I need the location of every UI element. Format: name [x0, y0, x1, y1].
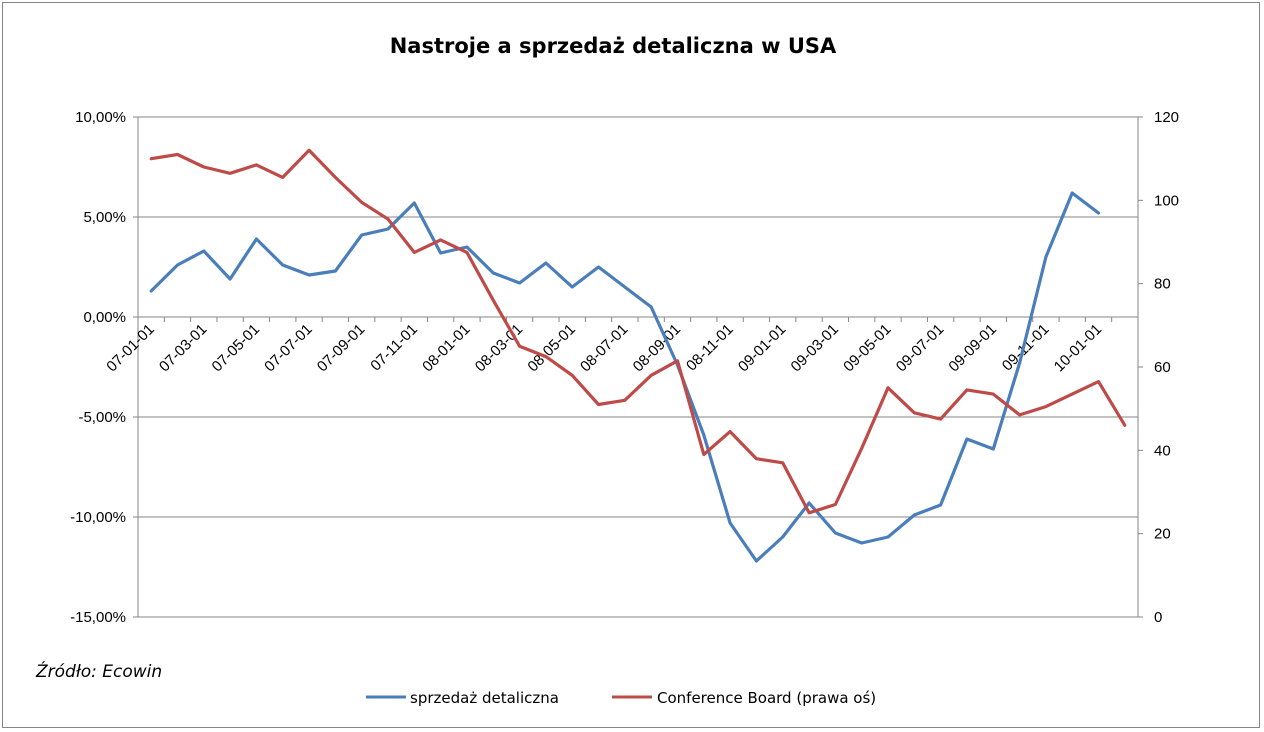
legend: sprzedaż detaliczna Conference Board (pr… — [366, 689, 876, 707]
x-tick-label: 08-05-01 — [524, 321, 578, 375]
x-tick-label: 08-11-01 — [683, 321, 737, 375]
x-tick-label: 09-03-01 — [788, 321, 842, 375]
left-tick-label: 5,00% — [83, 209, 126, 226]
left-y-axis: -15,00% -10,00% -5,00% 0,00% 5,00% 10,00% — [70, 109, 138, 626]
legend-label-retail: sprzedaż detaliczna — [410, 689, 559, 707]
series-line-conference-board — [149, 148, 1127, 515]
x-tick-label: 10-01-01 — [1051, 321, 1105, 375]
left-tick-label: 10,00% — [75, 109, 126, 126]
x-tick-label: 07-03-01 — [156, 321, 210, 375]
right-y-axis: 0 20 40 60 80 100 120 — [1138, 109, 1179, 626]
x-tick-label: 09-05-01 — [840, 321, 894, 375]
x-tick-label: 08-07-01 — [577, 321, 631, 375]
x-tick-label: 07-07-01 — [261, 321, 315, 375]
x-tick-label: 08-03-01 — [472, 321, 526, 375]
left-tick-label: -5,00% — [78, 409, 126, 426]
right-tick-label: 60 — [1154, 359, 1171, 376]
x-axis: 07-01-0107-03-0107-05-0107-07-0107-09-01… — [103, 317, 1139, 375]
series-lines — [149, 148, 1127, 563]
right-tick-label: 20 — [1154, 526, 1171, 543]
x-tick-label: 07-09-01 — [314, 321, 368, 375]
legend-label-confboard: Conference Board (prawa oś) — [657, 689, 876, 707]
x-tick-label: 09-01-01 — [735, 321, 789, 375]
left-tick-label: 0,00% — [83, 309, 126, 326]
x-tick-label: 08-01-01 — [419, 321, 473, 375]
right-tick-label: 120 — [1154, 109, 1179, 126]
x-tick-label: 07-05-01 — [209, 321, 263, 375]
right-tick-label: 0 — [1154, 609, 1162, 626]
x-tick-label: 07-11-01 — [367, 321, 421, 375]
x-tick-label: 08-09-01 — [630, 321, 684, 375]
x-tick-label: 09-07-01 — [893, 321, 947, 375]
x-tick-label: 09-11-01 — [999, 321, 1053, 375]
right-tick-label: 100 — [1154, 192, 1179, 209]
right-tick-label: 80 — [1154, 276, 1171, 293]
series-line-retail-sales — [149, 191, 1101, 563]
left-tick-label: -15,00% — [70, 609, 126, 626]
right-tick-label: 40 — [1154, 442, 1171, 459]
chart-title: Nastroje a sprzedaż detaliczna w USA — [389, 34, 837, 58]
x-tick-label: 07-01-01 — [103, 321, 157, 375]
left-tick-label: -10,00% — [70, 509, 126, 526]
x-tick-label: 09-09-01 — [945, 321, 999, 375]
source-note: Źródło: Ecowin — [36, 662, 163, 682]
